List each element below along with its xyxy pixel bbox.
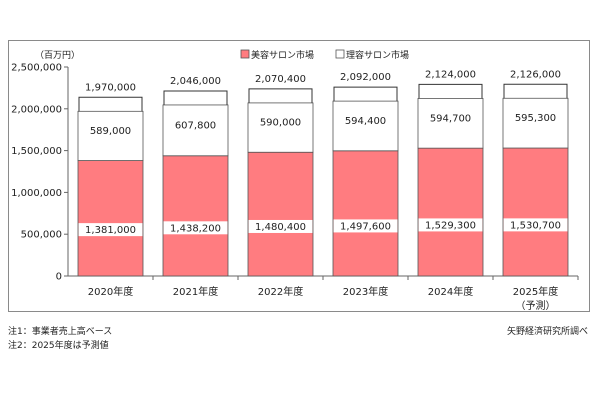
bar-beauty-salon: [162, 155, 229, 277]
y-tick-label: 500,000: [21, 230, 62, 241]
note-1: 注1：事業者売上高ベース: [8, 327, 113, 337]
data-label-bg: [248, 219, 313, 233]
total-bracket: [418, 83, 483, 99]
data-label-barber: 594,400: [345, 116, 386, 127]
total-label: 2,092,000: [340, 72, 391, 83]
x-tick-label: 2020年度: [88, 285, 133, 298]
y-tick-label: 0: [56, 272, 62, 283]
bar-barber-salon: [77, 110, 144, 161]
total-label: 2,070,400: [255, 74, 306, 85]
bar-barber-salon: [247, 102, 314, 153]
y-tick-label: 1,500,000: [11, 146, 62, 157]
data-label-bg: [418, 218, 483, 232]
data-label-barber: 590,000: [260, 118, 301, 129]
source-credit: 矢野経済研究所調べ: [506, 327, 588, 337]
x-tick-label: 2021年度: [173, 285, 218, 298]
data-label-bg: [78, 223, 143, 237]
bar-beauty-salon: [247, 151, 314, 277]
total-bracket: [163, 90, 228, 105]
chart-frame: （百万円） 美容サロン市場 理容サロン市場 0 500,000 1,000,000 1,50…: [8, 40, 590, 312]
x-tick-label: 2025年度: [513, 285, 558, 298]
total-label: 1,970,000: [85, 82, 136, 93]
data-label-barber: 607,800: [175, 120, 216, 131]
bar-barber-salon: [332, 100, 399, 152]
data-label-bg: [503, 218, 568, 232]
bar-beauty-salon: [502, 147, 569, 277]
total-label: 2,124,000: [425, 69, 476, 80]
y-tick-label: 2,500,000: [11, 63, 62, 74]
data-label-beauty: 1,480,400: [255, 222, 306, 233]
legend-swatch-barber: [335, 49, 345, 59]
legend-label-beauty: 美容サロン市場: [251, 49, 314, 61]
data-label-bg: [163, 221, 228, 235]
total-bracket: [78, 96, 143, 112]
data-label-barber: 589,000: [90, 126, 131, 137]
total-bracket: [333, 86, 398, 102]
note-2: 注2：2025年度は予測値: [8, 341, 109, 351]
unit-label: （百万円）: [35, 50, 80, 61]
legend-label-barber: 理容サロン市場: [346, 49, 409, 61]
x-tick-label: 2022年度: [258, 285, 303, 298]
legend-swatch-beauty: [240, 49, 250, 59]
y-tick-label: 2,000,000: [11, 104, 62, 115]
bar-beauty-salon: [417, 147, 484, 277]
data-label-beauty: 1,530,700: [510, 220, 561, 231]
data-label-beauty: 1,497,600: [340, 221, 391, 232]
total-label: 2,126,000: [510, 69, 561, 80]
x-tick-label: 2023年度: [343, 285, 388, 298]
total-bracket: [503, 83, 568, 99]
chart: （百万円） 美容サロン市場 理容サロン市場 0 500,000 1,000,000 1,50…: [11, 49, 579, 311]
x-tick-label: 2024年度: [428, 285, 473, 298]
bar-barber-salon: [162, 104, 229, 157]
y-tick-label: 1,000,000: [11, 188, 62, 199]
data-label-beauty: 1,381,000: [85, 225, 136, 236]
data-label-beauty: 1,529,300: [425, 220, 476, 231]
data-label-beauty: 1,438,200: [170, 223, 221, 234]
total-label: 2,046,000: [170, 76, 221, 87]
data-label-barber: 595,300: [515, 113, 556, 124]
bar-beauty-salon: [332, 150, 399, 277]
bar-barber-salon: [417, 98, 484, 149]
x-tick-sublabel: （予測）: [516, 299, 556, 311]
data-label-barber: 594,700: [430, 113, 471, 124]
bar-barber-salon: [502, 97, 569, 149]
data-label-bg: [333, 219, 398, 233]
bar-beauty-salon: [77, 160, 144, 277]
total-bracket: [248, 88, 313, 103]
